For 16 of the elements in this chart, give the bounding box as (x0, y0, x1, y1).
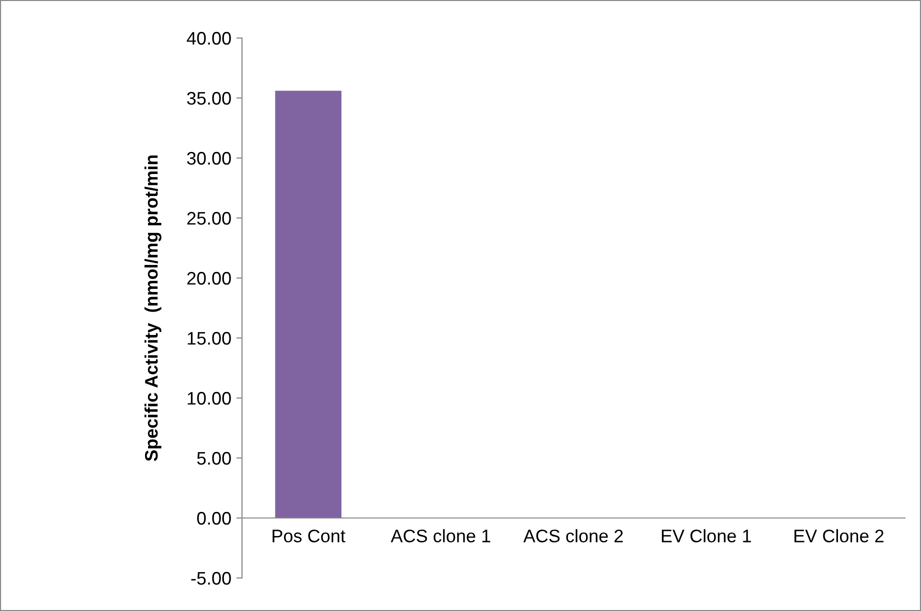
y-tick-label: 35.00 (187, 92, 231, 105)
x-tick-label: ACS clone 2 (523, 529, 623, 542)
y-tick-label: 15.00 (188, 332, 231, 345)
y-tick-label: 40.00 (186, 32, 231, 45)
x-tick-label: Pos Cont (272, 530, 346, 542)
y-tick-label: 30.00 (187, 152, 231, 165)
x-tick-label: EV Clone 1 (662, 529, 751, 542)
y-tick-label: 0.00 (197, 512, 231, 525)
y-tick-label: 5.00 (197, 452, 231, 465)
y-tick-label: -5.00 (191, 572, 231, 585)
y-tick-label: 25.00 (187, 212, 231, 225)
x-tick-label: ACS clone 1 (390, 529, 490, 542)
x-tick-label: EV Clone 2 (794, 529, 884, 542)
y-axis-title: Specific Activity (nmol/mg prot/min (144, 155, 162, 462)
y-tick-label: 20.00 (187, 272, 231, 285)
y-tick-label: 10.00 (188, 392, 231, 405)
